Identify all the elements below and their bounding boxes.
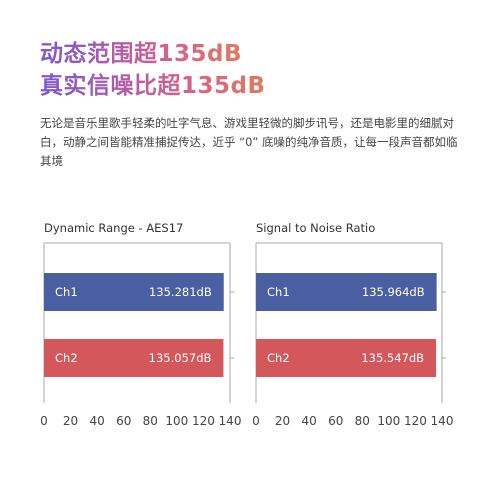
- description-text: 无论是音乐里歌手轻柔的吐字气息、游戏里轻微的脚步讯号，还是电影里的细腻对白，动静…: [40, 116, 458, 168]
- chart-1-x-tick-40: 40: [302, 414, 317, 428]
- chart-1-category-label-0: Ch1: [267, 285, 290, 299]
- chart-1-bar-ch1: [256, 273, 437, 311]
- chart-0-x-tick-0: 0: [40, 414, 48, 428]
- chart-1-x-tick-100: 100: [377, 414, 400, 428]
- chart-1-value-label-1: 135.547dB: [361, 351, 424, 365]
- chart-1-x-tick-60: 60: [328, 414, 343, 428]
- headline-dynamic-range: 动态范围超135dB: [40, 34, 242, 68]
- chart-0-category-label-0: Ch1: [55, 285, 78, 299]
- chart-0-value-label-1: 135.057dB: [149, 351, 212, 365]
- chart-0-bar-ch1: [44, 273, 224, 311]
- chart-1-x-tick-140: 140: [431, 414, 454, 428]
- chart-title-snr: Signal to Noise Ratio: [256, 221, 376, 235]
- chart-title-dynamic-range: Dynamic Range - AES17: [44, 221, 184, 235]
- chart-1-category-label-1: Ch2: [267, 351, 290, 365]
- chart-1-bar-ch2: [256, 339, 437, 377]
- chart-1-x-tick-0: 0: [252, 414, 260, 428]
- chart-1-x-tick-120: 120: [404, 414, 427, 428]
- chart-1-value-label-0: 135.964dB: [362, 285, 425, 299]
- chart-1-x-tick-80: 80: [355, 414, 370, 428]
- chart-0-x-tick-80: 80: [143, 414, 158, 428]
- chart-0-x-tick-20: 20: [63, 414, 78, 428]
- chart-0-x-tick-40: 40: [90, 414, 105, 428]
- chart-0-bar-ch2: [44, 339, 224, 377]
- headline-snr: 真实信噪比超135dB: [40, 66, 266, 100]
- chart-0-value-label-0: 135.281dB: [149, 285, 212, 299]
- chart-0-category-label-1: Ch2: [55, 351, 78, 365]
- chart-0-x-tick-100: 100: [165, 414, 188, 428]
- chart-0-x-tick-120: 120: [192, 414, 215, 428]
- chart-1-x-tick-20: 20: [275, 414, 290, 428]
- chart-0-x-tick-140: 140: [219, 414, 242, 428]
- chart-0-x-tick-60: 60: [116, 414, 131, 428]
